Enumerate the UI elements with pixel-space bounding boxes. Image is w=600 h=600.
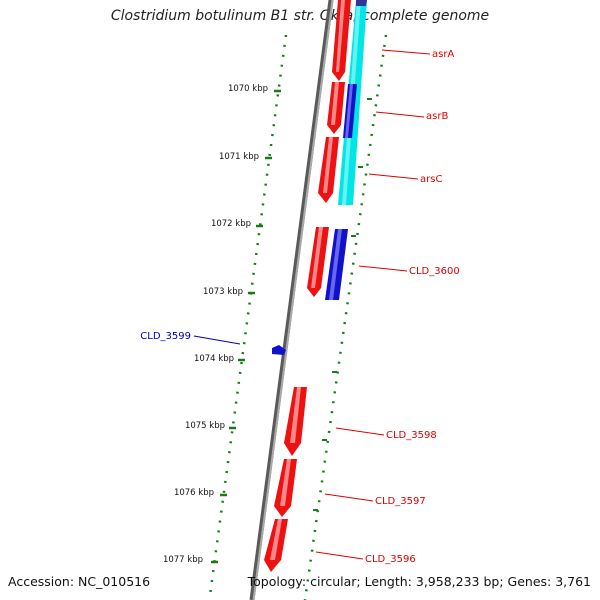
- forward-gene-asrb[interactable]: [327, 82, 345, 134]
- tick-label-1074: 1074 kbp: [194, 354, 234, 364]
- forward-gene-asra[interactable]: [332, 0, 351, 81]
- gene-label-asra[interactable]: asrA: [432, 49, 454, 60]
- forward-gene-arsc[interactable]: [318, 137, 339, 203]
- scale-ticks: [211, 89, 281, 564]
- reverse-gene-asrb[interactable]: [343, 84, 357, 138]
- forward-gene-cld-3596[interactable]: [264, 519, 288, 572]
- gene-label-cld-3597[interactable]: CLD_3597: [375, 496, 426, 507]
- reverse-gene-cld-3600[interactable]: [325, 229, 348, 300]
- gene-label-asrb[interactable]: asrB: [426, 111, 448, 122]
- tick-label-1077: 1077 kbp: [163, 555, 203, 565]
- reverse-gene-cld-3599[interactable]: [272, 345, 286, 355]
- forward-gene-cld-3597[interactable]: [274, 459, 297, 517]
- genome-summary-text: Topology: circular; Length: 3,958,233 bp…: [247, 574, 591, 589]
- gene-labels: asrA asrB arsC CLD_3600 CLD_3599 CLD_359…: [140, 49, 459, 565]
- accession-text: Accession: NC_010516: [8, 574, 151, 589]
- genome-title: Clostridium botulinum B1 str. Okra, comp…: [110, 8, 490, 24]
- scale-dotted-track: [208, 34, 288, 596]
- genome-backbone: [249, 0, 334, 600]
- tick-label-1070: 1070 kbp: [228, 84, 268, 94]
- gene-label-arsc[interactable]: arsC: [420, 174, 442, 185]
- forward-gene-cld-3600[interactable]: [307, 227, 329, 297]
- gene-label-cld-3598[interactable]: CLD_3598: [386, 430, 437, 441]
- tick-label-1073: 1073 kbp: [203, 287, 243, 297]
- forward-gene-cld-3598[interactable]: [284, 387, 307, 456]
- scale-tick-labels: 1070 kbp 1071 kbp 1072 kbp 1073 kbp 1074…: [163, 84, 268, 565]
- gene-label-cld-3596[interactable]: CLD_3596: [365, 554, 416, 565]
- gene-label-cld-3599[interactable]: CLD_3599: [140, 331, 191, 342]
- gene-label-cld-3600[interactable]: CLD_3600: [409, 266, 460, 277]
- tick-label-1075: 1075 kbp: [185, 421, 225, 431]
- label-leader-lines: [193, 49, 431, 560]
- tick-label-1072: 1072 kbp: [211, 219, 251, 229]
- tick-label-1076: 1076 kbp: [174, 488, 214, 498]
- gc-peak-marks: [313, 98, 372, 511]
- tick-label-1071: 1071 kbp: [219, 152, 259, 162]
